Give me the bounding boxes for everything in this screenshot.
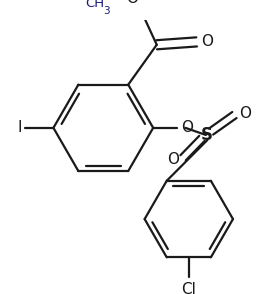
- Text: Cl: Cl: [182, 282, 196, 294]
- Text: CH: CH: [85, 0, 104, 10]
- Text: O: O: [126, 0, 138, 6]
- Text: S: S: [200, 126, 213, 144]
- Text: I: I: [18, 120, 22, 135]
- Text: O: O: [239, 106, 251, 121]
- Text: 3: 3: [104, 6, 110, 16]
- Text: O: O: [181, 120, 193, 135]
- Text: O: O: [201, 34, 213, 49]
- Text: O: O: [167, 152, 179, 167]
